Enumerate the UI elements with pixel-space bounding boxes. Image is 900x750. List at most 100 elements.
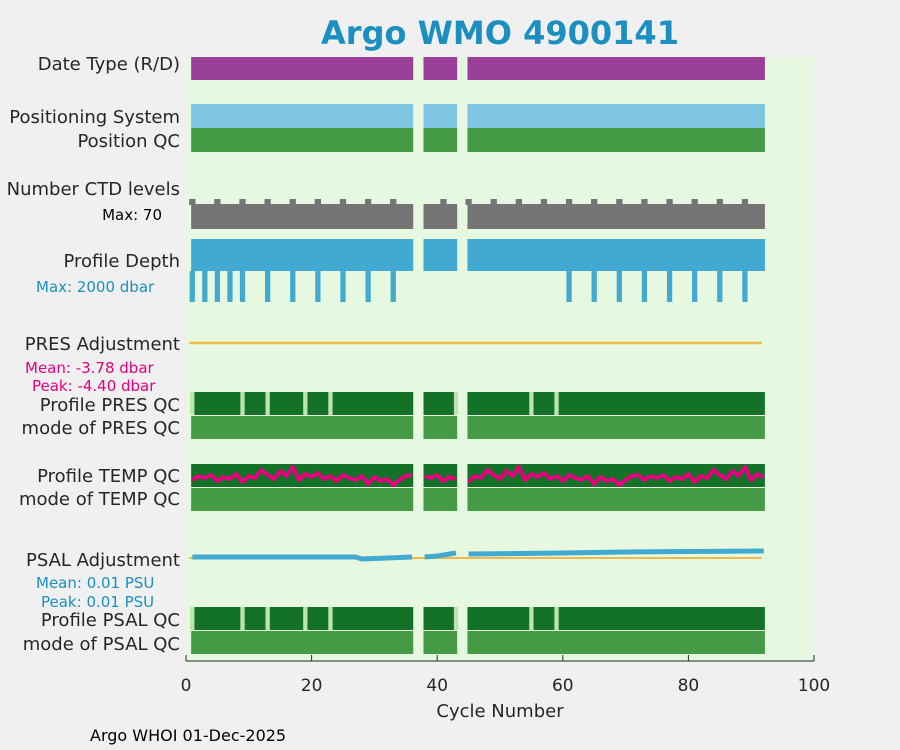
label-pres-peak: Peak: -4.40 dbar: [32, 377, 156, 395]
label-depth-max: Max: 2000 dbar: [36, 278, 155, 296]
position-qc-bar-1: [423, 128, 458, 152]
label-positioning-system: Positioning System: [9, 107, 180, 128]
ctd-peak-53: [515, 199, 522, 205]
footer-credit: Argo WHOI 01-Dec-2025: [90, 726, 286, 745]
date-type-bar-1: [423, 57, 458, 80]
ctd-levels-bar-0: [191, 204, 414, 229]
ctd-peak-81: [691, 199, 698, 205]
label-ctd-max: Max: 70: [102, 206, 162, 224]
ctd-peak-29: [364, 199, 372, 205]
depth-tick-5: [214, 271, 221, 302]
label-psal-mean: Mean: 0.01 PSU: [36, 574, 154, 592]
temp-trace-end: [467, 465, 765, 487]
psal-qc-light-13: [265, 607, 270, 630]
label-mode-temp-qc: mode of TEMP QC: [19, 489, 180, 510]
psal-trace-a: [192, 554, 413, 562]
label-mode-psal-qc: mode of PSAL QC: [23, 634, 180, 655]
psal-trace-c: [468, 548, 764, 557]
label-date-type: Date Type (R/D): [38, 54, 180, 75]
depth-bar-2: [467, 239, 765, 271]
psal-qc-light-1: [190, 607, 195, 630]
depth-tick-69: [616, 271, 622, 302]
psal-qc-profile-bar-1: [423, 607, 458, 630]
ctd-levels-bar-1: [423, 204, 458, 229]
pres-qc-light-23: [328, 392, 333, 415]
pres-qc-light-13: [265, 392, 270, 415]
psal-qc-mode-bar-2: [467, 631, 765, 654]
x-ticks: 0 20 40 60 80 100: [181, 655, 830, 696]
pres-qc-profile-bar-0: [191, 392, 414, 415]
ctd-levels-bar-2: [467, 204, 765, 229]
depth-tick-3: [202, 271, 208, 302]
pres-qc-light-59: [554, 392, 559, 415]
plot-background: [186, 57, 814, 661]
pres-qc-light-1: [190, 392, 195, 415]
pres-qc-light-9: [240, 392, 245, 415]
x-axis-label: Cycle Number: [436, 701, 564, 722]
depth-tick-17: [290, 271, 296, 302]
ctd-peak-49: [490, 199, 497, 205]
ctd-peak-21: [314, 199, 322, 205]
depth-tick-61: [566, 271, 572, 302]
depth-tick-85: [717, 271, 723, 302]
temp-qc-mode-bar-1: [423, 488, 458, 511]
chart-marks: [189, 57, 765, 654]
ctd-peak-1: [189, 199, 196, 205]
psal-qc-light-19: [303, 607, 308, 630]
temp-qc-profile-bar-2: [467, 464, 765, 487]
x-tick-label-100: 100: [798, 676, 830, 696]
depth-tick-89: [742, 271, 748, 302]
pres-qc-mode-bar-0: [191, 416, 414, 439]
ctd-peak-25: [339, 199, 347, 205]
psal-qc-profile-bar-2: [467, 607, 765, 630]
psal-qc-mode-bar-1: [423, 631, 458, 654]
position-qc-bar-2: [467, 128, 765, 152]
pres-qc-light-43: [453, 392, 459, 415]
temp-qc-mode-bar-0: [191, 488, 414, 511]
ctd-peak-9: [239, 199, 246, 205]
label-position-qc: Position QC: [77, 131, 180, 152]
ctd-peak-65: [591, 199, 598, 205]
label-profile-psal-qc: Profile PSAL QC: [41, 610, 180, 631]
ctd-peak-85: [716, 199, 723, 205]
ctd-peak-45: [465, 199, 472, 205]
pres-qc-light-55: [529, 392, 534, 415]
pres-qc-light-19: [303, 392, 308, 415]
label-mode-pres-qc: mode of PRES QC: [22, 418, 180, 439]
ctd-peak-69: [616, 199, 623, 205]
depth-tick-65: [591, 271, 597, 302]
psal-trace-b: [424, 550, 457, 560]
psal-qc-light-43: [453, 607, 459, 630]
x-tick-label-80: 80: [678, 676, 700, 696]
positioning-bar-1: [423, 104, 458, 128]
ctd-peak-13: [264, 199, 271, 205]
positioning-bar-0: [191, 104, 414, 128]
ctd-peak-73: [641, 199, 648, 205]
depth-tick-29: [365, 271, 371, 302]
depth-bar-1: [423, 239, 458, 271]
x-tick-label-40: 40: [426, 676, 448, 696]
x-tick-label-0: 0: [181, 676, 192, 696]
positioning-bar-2: [467, 104, 765, 128]
depth-bar-0: [191, 239, 414, 271]
psal-qc-light-59: [554, 607, 559, 630]
ctd-peak-77: [666, 199, 673, 205]
psal-qc-profile-bar-0: [191, 607, 414, 630]
x-tick-label-20: 20: [301, 676, 323, 696]
chart-title: Argo WMO 4900141: [321, 14, 679, 52]
label-pres-adjustment: PRES Adjustment: [25, 334, 180, 355]
psal-qc-mode-bar-0: [191, 631, 414, 654]
psal-qc-light-9: [240, 607, 245, 630]
depth-tick-81: [692, 271, 698, 302]
temp-qc-mode-bar-2: [467, 488, 765, 511]
psal-qc-light-23: [328, 607, 333, 630]
ctd-peak-33: [390, 199, 397, 205]
pres-qc-profile-bar-2: [467, 392, 765, 415]
depth-tick-13: [265, 271, 271, 302]
depth-tick-25: [340, 271, 346, 302]
label-pres-mean: Mean: -3.78 dbar: [25, 359, 155, 377]
psal-qc-light-55: [529, 607, 534, 630]
depth-tick-9: [239, 271, 246, 302]
depth-tick-33: [390, 271, 396, 302]
